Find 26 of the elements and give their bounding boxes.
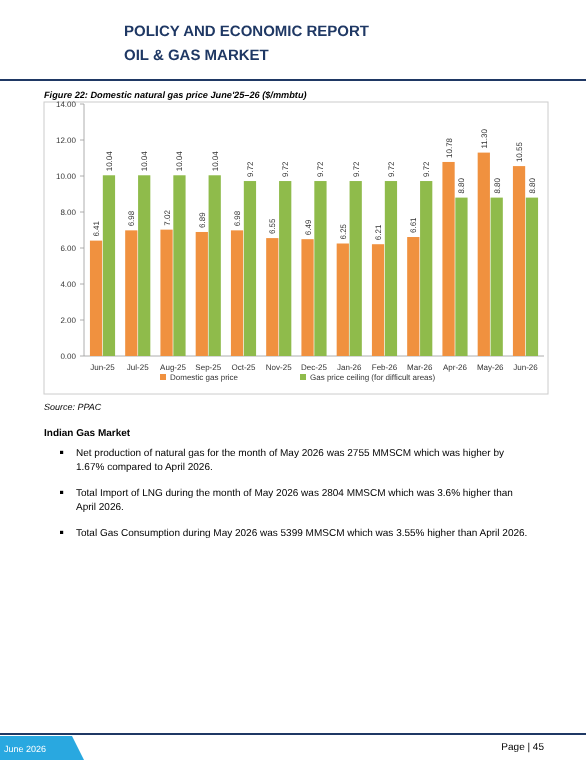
bar: [525, 197, 539, 356]
bar: [230, 230, 244, 356]
bar: [336, 243, 349, 356]
bar: [407, 237, 420, 356]
bar: [89, 240, 103, 356]
bar: [455, 197, 468, 356]
bar: [173, 175, 186, 356]
bar: [371, 244, 385, 356]
bar: [243, 181, 257, 356]
bar: [349, 181, 362, 356]
bar: [512, 166, 526, 356]
bar: [420, 181, 433, 356]
bar: [279, 181, 292, 356]
bar: [208, 175, 221, 356]
bar: [490, 197, 503, 356]
bar: [102, 175, 116, 356]
bar: [442, 161, 455, 356]
bar: [314, 181, 327, 356]
bar: [195, 231, 208, 356]
bar: [160, 229, 173, 356]
bar: [138, 175, 151, 356]
bar: [384, 181, 398, 356]
bar: [266, 238, 279, 356]
bar: [477, 152, 490, 356]
bar: [125, 230, 138, 356]
bar: [301, 239, 314, 356]
